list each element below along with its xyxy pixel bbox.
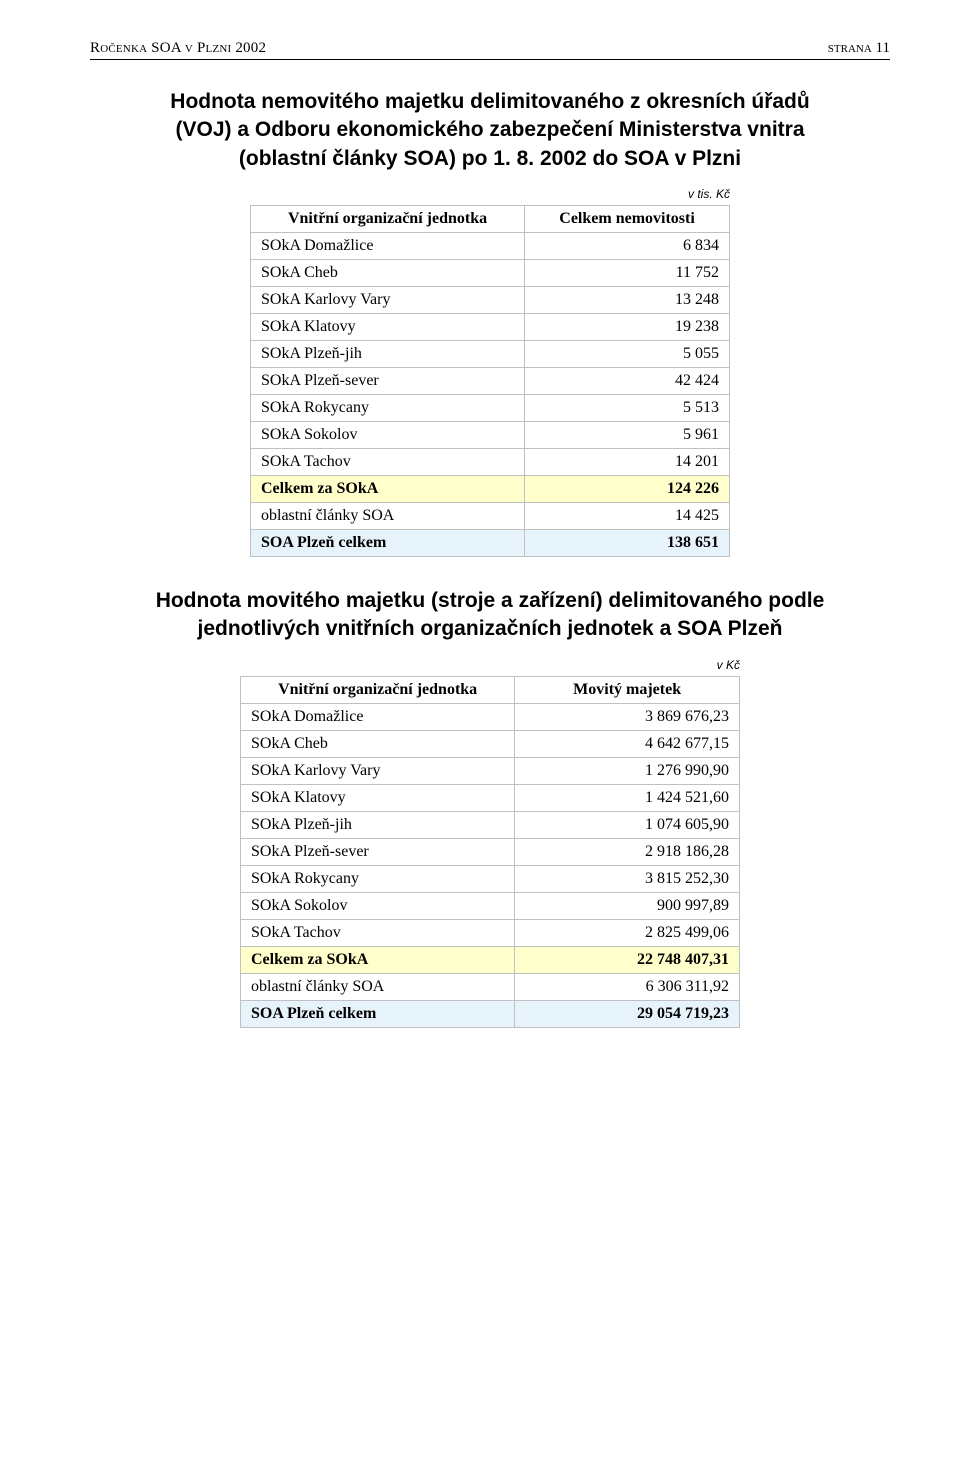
table-row: SOkA Klatovy1 424 521,60 [241,784,740,811]
table-row: SOkA Tachov2 825 499,06 [241,919,740,946]
row-value: 2 825 499,06 [515,919,740,946]
table-row: SOkA Domažlice3 869 676,23 [241,703,740,730]
row-value: 13 248 [525,287,730,314]
row-label: SOkA Plzeň-sever [241,838,515,865]
col-label: Vnitřní organizační jednotka [241,676,515,703]
row-label: SOkA Cheb [241,730,515,757]
page-header: Ročenka SOA v Plzni 2002 strana 11 [90,40,890,60]
extra-value: 14 425 [525,503,730,530]
row-value: 42 424 [525,368,730,395]
section2-title: Hodnota movitého majetku (stroje a zaříz… [140,587,840,644]
table-row: SOkA Domažlice6 834 [251,233,730,260]
table-movable: Vnitřní organizační jednotka Movitý maje… [240,676,740,1028]
row-label: SOkA Klatovy [241,784,515,811]
subtotal-row: Celkem za SOkA22 748 407,31 [241,946,740,973]
row-label: SOkA Domažlice [241,703,515,730]
total-row: SOA Plzeň celkem138 651 [251,530,730,557]
subtotal-label: Celkem za SOkA [251,476,525,503]
extra-row: oblastní články SOA14 425 [251,503,730,530]
table-row: SOkA Cheb4 642 677,15 [241,730,740,757]
extra-label: oblastní články SOA [241,973,515,1000]
row-value: 4 642 677,15 [515,730,740,757]
row-value: 2 918 186,28 [515,838,740,865]
header-left: Ročenka SOA v Plzni 2002 [90,40,266,57]
table-row: SOkA Rokycany3 815 252,30 [241,865,740,892]
table-row: SOkA Klatovy19 238 [251,314,730,341]
col-label: Vnitřní organizační jednotka [251,206,525,233]
subtotal-value: 124 226 [525,476,730,503]
row-label: SOkA Sokolov [251,422,525,449]
row-value: 19 238 [525,314,730,341]
row-label: SOkA Plzeň-sever [251,368,525,395]
row-label: SOkA Plzeň-jih [241,811,515,838]
row-label: SOkA Tachov [241,919,515,946]
section2-unit-note: v Kč [90,658,740,672]
subtotal-value: 22 748 407,31 [515,946,740,973]
row-value: 1 074 605,90 [515,811,740,838]
row-label: SOkA Cheb [251,260,525,287]
table-row: SOkA Tachov14 201 [251,449,730,476]
extra-value: 6 306 311,92 [515,973,740,1000]
col-value: Movitý majetek [515,676,740,703]
row-label: SOkA Rokycany [251,395,525,422]
row-value: 5 055 [525,341,730,368]
row-label: SOkA Sokolov [241,892,515,919]
total-label: SOA Plzeň celkem [251,530,525,557]
table-row: SOkA Karlovy Vary1 276 990,90 [241,757,740,784]
row-label: SOkA Domažlice [251,233,525,260]
table-row: SOkA Karlovy Vary13 248 [251,287,730,314]
row-label: SOkA Klatovy [251,314,525,341]
table-row: SOkA Plzeň-sever2 918 186,28 [241,838,740,865]
section1-title: Hodnota nemovitého majetku delimitovanéh… [140,88,840,173]
row-value: 900 997,89 [515,892,740,919]
table-row: SOkA Sokolov900 997,89 [241,892,740,919]
subtotal-label: Celkem za SOkA [241,946,515,973]
row-value: 1 276 990,90 [515,757,740,784]
row-value: 14 201 [525,449,730,476]
row-value: 5 961 [525,422,730,449]
total-row: SOA Plzeň celkem29 054 719,23 [241,1000,740,1027]
table-row: SOkA Plzeň-jih1 074 605,90 [241,811,740,838]
row-label: SOkA Karlovy Vary [241,757,515,784]
section1-unit-note: v tis. Kč [90,187,730,201]
page: Ročenka SOA v Plzni 2002 strana 11 Hodno… [0,0,960,1468]
row-value: 6 834 [525,233,730,260]
table-header-row: Vnitřní organizační jednotka Celkem nemo… [251,206,730,233]
row-label: SOkA Karlovy Vary [251,287,525,314]
row-label: SOkA Tachov [251,449,525,476]
table-row: SOkA Plzeň-sever42 424 [251,368,730,395]
subtotal-row: Celkem za SOkA124 226 [251,476,730,503]
table-header-row: Vnitřní organizační jednotka Movitý maje… [241,676,740,703]
col-value: Celkem nemovitosti [525,206,730,233]
total-value: 138 651 [525,530,730,557]
table-row: SOkA Plzeň-jih5 055 [251,341,730,368]
table-row: SOkA Rokycany5 513 [251,395,730,422]
table-row: SOkA Sokolov5 961 [251,422,730,449]
extra-row: oblastní články SOA6 306 311,92 [241,973,740,1000]
extra-label: oblastní články SOA [251,503,525,530]
row-value: 3 869 676,23 [515,703,740,730]
row-value: 1 424 521,60 [515,784,740,811]
total-value: 29 054 719,23 [515,1000,740,1027]
table-row: SOkA Cheb11 752 [251,260,730,287]
row-value: 3 815 252,30 [515,865,740,892]
total-label: SOA Plzeň celkem [241,1000,515,1027]
row-value: 5 513 [525,395,730,422]
row-label: SOkA Rokycany [241,865,515,892]
table-immovable: Vnitřní organizační jednotka Celkem nemo… [250,205,730,557]
row-value: 11 752 [525,260,730,287]
header-right: strana 11 [828,40,890,57]
row-label: SOkA Plzeň-jih [251,341,525,368]
